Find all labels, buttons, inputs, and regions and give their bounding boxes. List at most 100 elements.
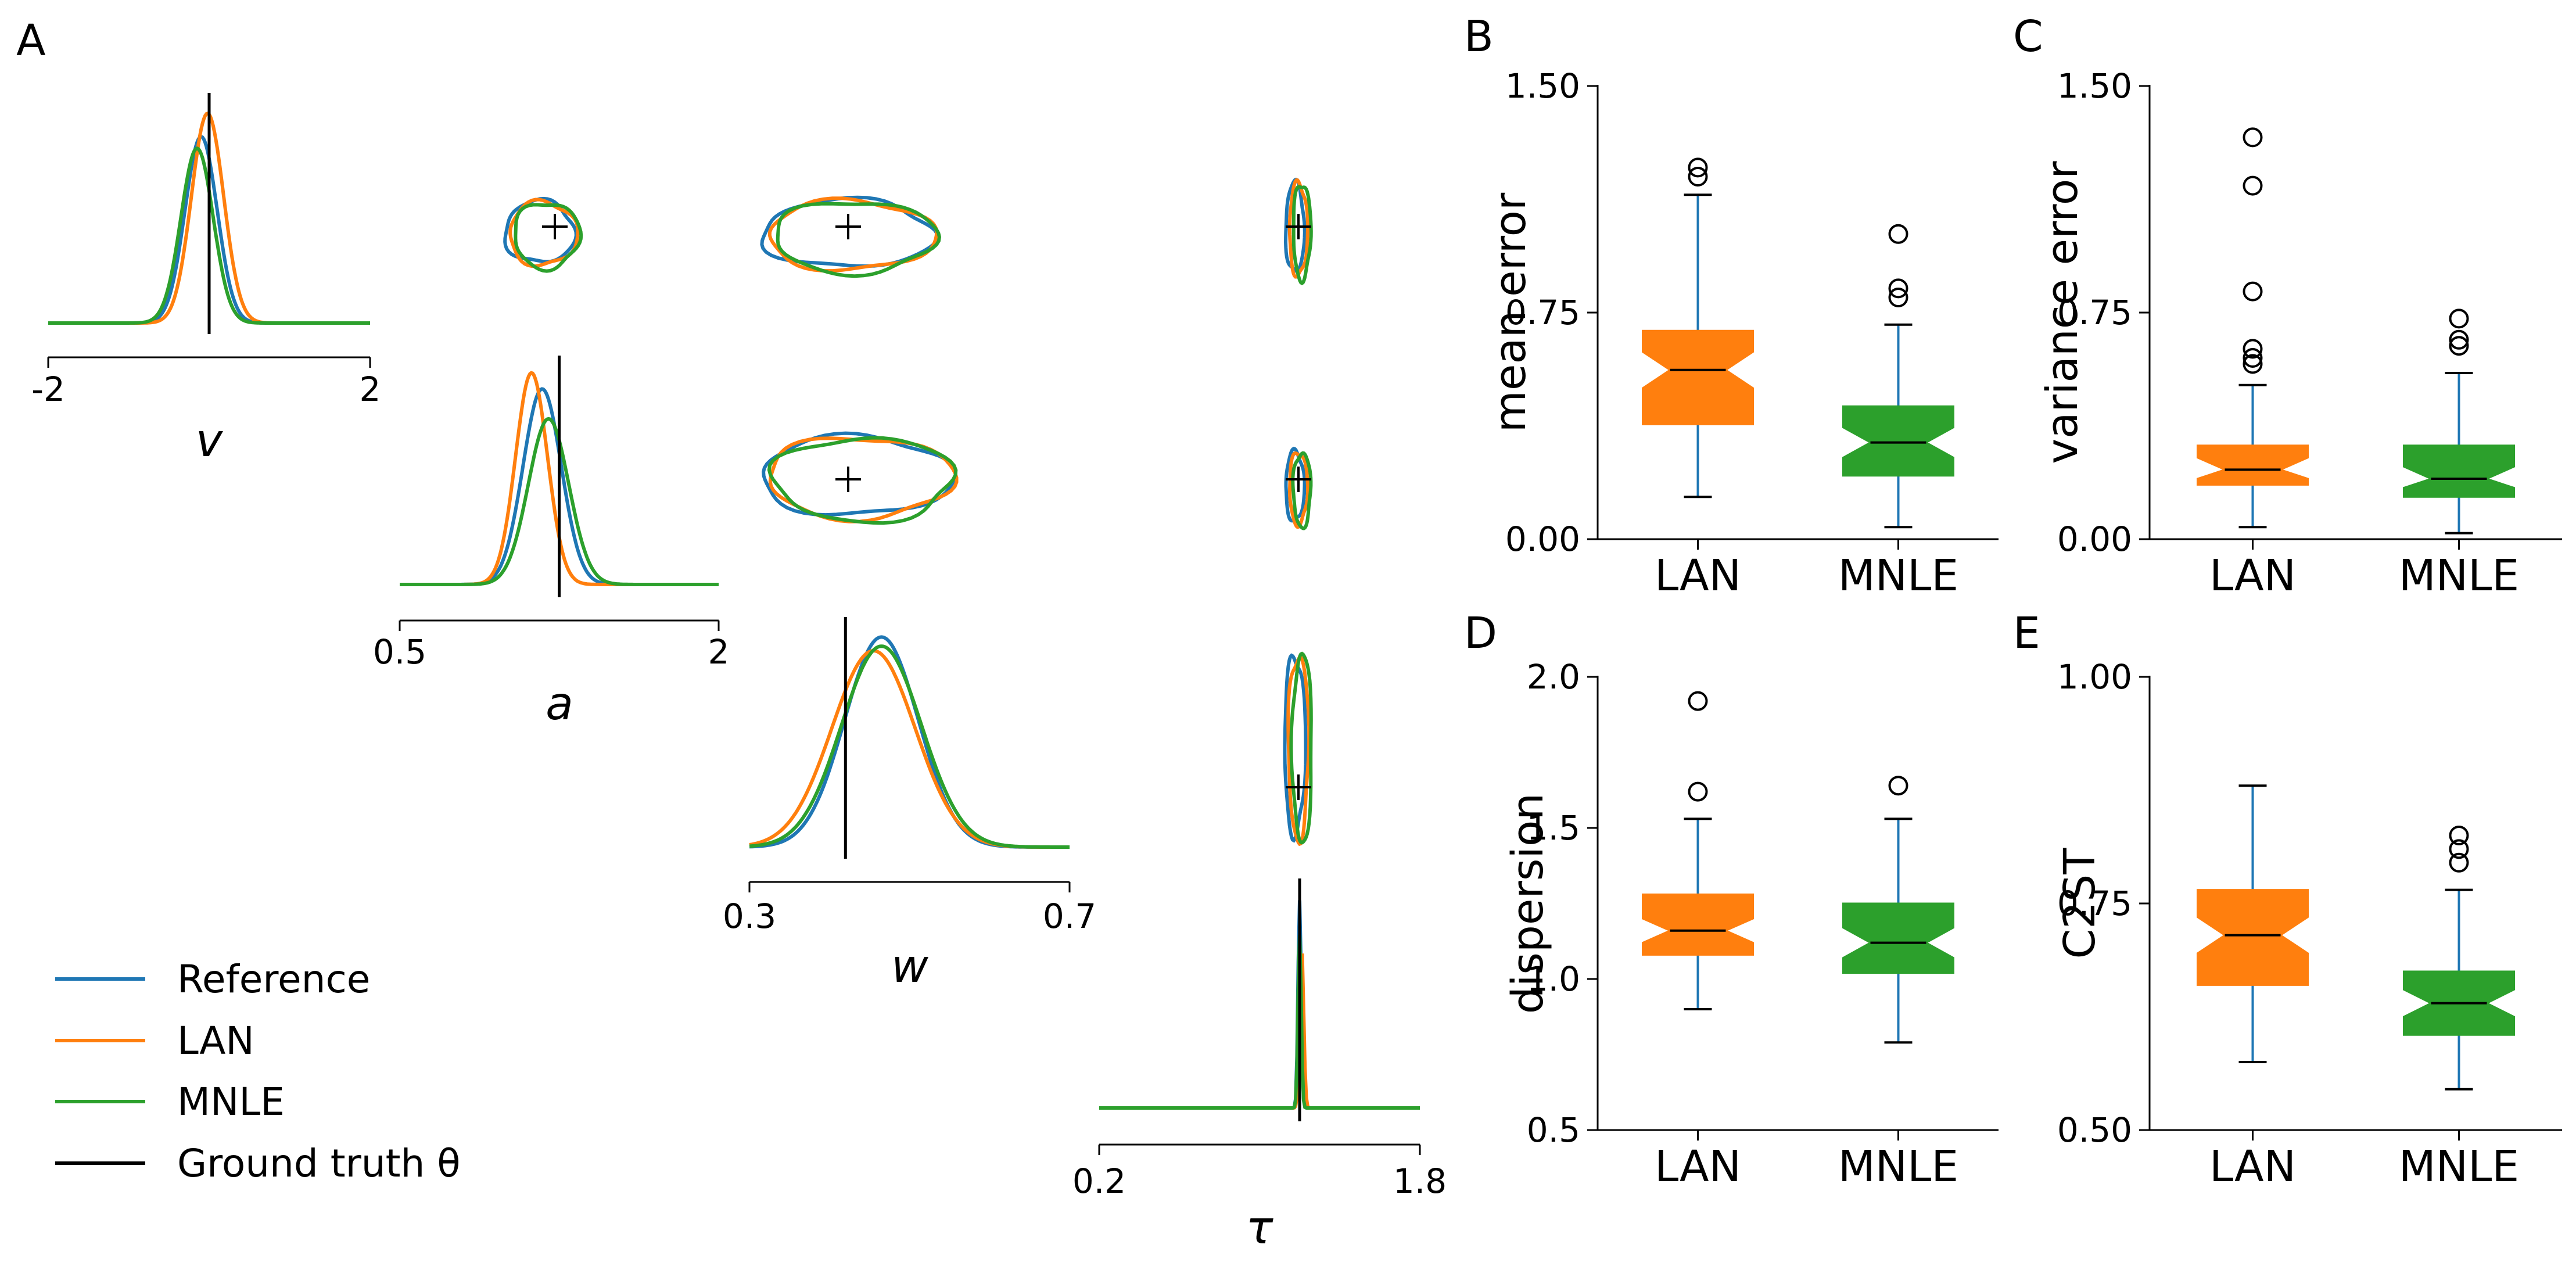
param-label-w: w (891, 941, 928, 993)
tick-label-w-max: 0.7 (1043, 896, 1096, 936)
legend-label-reference: Reference (177, 957, 370, 1002)
y-tick-label-b: 1.50 (1505, 66, 1580, 106)
outlier-mnle-b (1888, 224, 1908, 244)
marginal-curve-reference- (1099, 900, 1420, 1110)
marginal-tau (1098, 878, 1421, 1155)
panel-letter-e: E (2013, 608, 2040, 658)
outlier-mnle-e (2449, 852, 2469, 873)
legend-label-mnle: MNLE (177, 1079, 285, 1124)
contour-lan--vs-a (1287, 451, 1310, 529)
marginal-curve-lan-w (749, 648, 1070, 849)
x-tick-label-e-lan: LAN (2209, 1142, 2296, 1192)
outlier-lan-c (2243, 354, 2263, 374)
panel-b: B 0.00 0.75 1.50 mean error LAN MNLE (1464, 12, 1999, 601)
y-tick-label-e: 0.75 (2057, 884, 2132, 923)
marginal-curve-lan- (1099, 953, 1420, 1110)
panel-e: E 0.50 0.75 1.00 C2ST LAN MNLE (2013, 608, 2562, 1192)
contour-mnle--vs-w (1289, 651, 1313, 845)
box-mnle-b (1842, 405, 1954, 477)
outlier-mnle-c (2449, 329, 2469, 350)
marginal-v (47, 93, 371, 368)
y-tick-label-d: 2.0 (1527, 657, 1580, 697)
panel-letter-d: D (1464, 608, 1497, 658)
box-lan-c (2197, 444, 2309, 486)
marginal-a (399, 356, 720, 631)
legend-label-lan: LAN (177, 1018, 254, 1063)
param-label-v: v (196, 415, 224, 467)
tick-label-tau-min: 0.2 (1072, 1161, 1126, 1201)
box-lan-e (2197, 889, 2309, 986)
y-tick-label-d: 1.5 (1527, 808, 1580, 848)
y-tick-label-d: 1.0 (1527, 959, 1580, 999)
contour-mnle-a-vs-v (514, 203, 583, 273)
panel-a: A -2 2 v 0.5 2 a 0.3 0.7 w 0.2 1.8 τ (16, 16, 1447, 1254)
axis-a: 0.5 2 a (373, 632, 730, 730)
y-axis-title-e: C2ST (2055, 848, 2105, 959)
tick-label-a-min: 0.5 (373, 632, 426, 672)
marginal-curve-mnle- (1099, 935, 1420, 1110)
box-lan-b (1642, 329, 1754, 425)
outlier-lan-d (1688, 781, 1708, 802)
legend-label-ground-truth: Ground truth θ (177, 1141, 461, 1186)
param-label-tau: τ (1246, 1202, 1274, 1254)
box-lan-d (1642, 893, 1754, 956)
outlier-lan-c (2243, 127, 2263, 148)
y-axis-title-d: dispersion (1503, 793, 1553, 1014)
y-tick-label-e: 0.50 (2057, 1110, 2132, 1150)
y-axis-title-b: mean error (1486, 192, 1535, 432)
outlier-mnle-b (1888, 288, 1908, 307)
contour-mnle--vs-v (1291, 185, 1313, 286)
y-axis-title-c: variance error (2037, 161, 2087, 464)
box-mnle-d (1842, 902, 1954, 974)
panel-d: D 0.5 1.0 1.5 2.0 dispersion LAN MNLE (1464, 608, 1999, 1192)
y-tick-label-c: 0.75 (2057, 293, 2132, 332)
outlier-lan-c (2243, 348, 2263, 368)
outlier-lan-c (2243, 339, 2263, 359)
contour-mnle-w-vs-a (767, 436, 958, 525)
tick-label-v-max: 2 (360, 370, 381, 409)
marginal-w (748, 617, 1071, 892)
contour-lan--vs-w (1286, 655, 1311, 847)
contour-mnle-w-vs-v (776, 202, 942, 278)
outlier-mnle-c (2449, 336, 2469, 356)
outlier-mnle-e (2449, 826, 2469, 845)
outlier-lan-d (1688, 691, 1708, 711)
y-tick-label-d: 0.5 (1527, 1110, 1580, 1150)
panel-letter-c: C (2013, 12, 2043, 62)
outlier-lan-c (2243, 175, 2263, 196)
pairwise-contours (503, 177, 1313, 847)
panel-letter-a: A (16, 16, 46, 66)
axis-v: -2 2 v (31, 370, 381, 467)
outlier-mnle-d (1888, 776, 1908, 796)
tick-label-tau-max: 1.8 (1393, 1161, 1447, 1201)
contour-lan-a-vs-v (508, 198, 580, 268)
outlier-lan-b (1688, 167, 1708, 187)
contour-reference--vs-w (1283, 653, 1308, 843)
outlier-mnle-b (1888, 278, 1908, 299)
outlier-mnle-c (2449, 309, 2469, 329)
y-tick-label-c: 0.00 (2057, 519, 2132, 559)
x-tick-label-d-lan: LAN (1655, 1142, 1741, 1192)
tick-label-w-min: 0.3 (723, 896, 776, 936)
x-tick-label-b-lan: LAN (1655, 551, 1741, 601)
x-tick-label-b-mnle: MNLE (1838, 551, 1958, 601)
marginal-curve-reference-w (749, 635, 1070, 849)
outlier-lan-c (2243, 281, 2263, 302)
axis-w: 0.3 0.7 w (723, 896, 1096, 993)
panel-letter-b: B (1464, 12, 1494, 62)
tick-label-v-min: -2 (31, 370, 65, 409)
y-tick-label-c: 1.50 (2057, 66, 2132, 106)
contour-mnle--vs-a (1291, 451, 1313, 530)
outlier-mnle-e (2449, 839, 2469, 859)
x-tick-label-e-mnle: MNLE (2399, 1142, 2519, 1192)
contour-lan-w-vs-v (767, 196, 939, 273)
y-tick-label-b: 0.75 (1505, 293, 1580, 332)
contour-lan--vs-v (1287, 178, 1309, 279)
y-tick-label-e: 1.00 (2057, 657, 2132, 697)
x-tick-label-c-mnle: MNLE (2399, 551, 2519, 601)
outlier-lan-b (1688, 157, 1708, 178)
marginal-curve-mnle-w (749, 644, 1070, 849)
x-tick-label-d-mnle: MNLE (1838, 1142, 1958, 1192)
x-tick-label-c-lan: LAN (2209, 551, 2296, 601)
